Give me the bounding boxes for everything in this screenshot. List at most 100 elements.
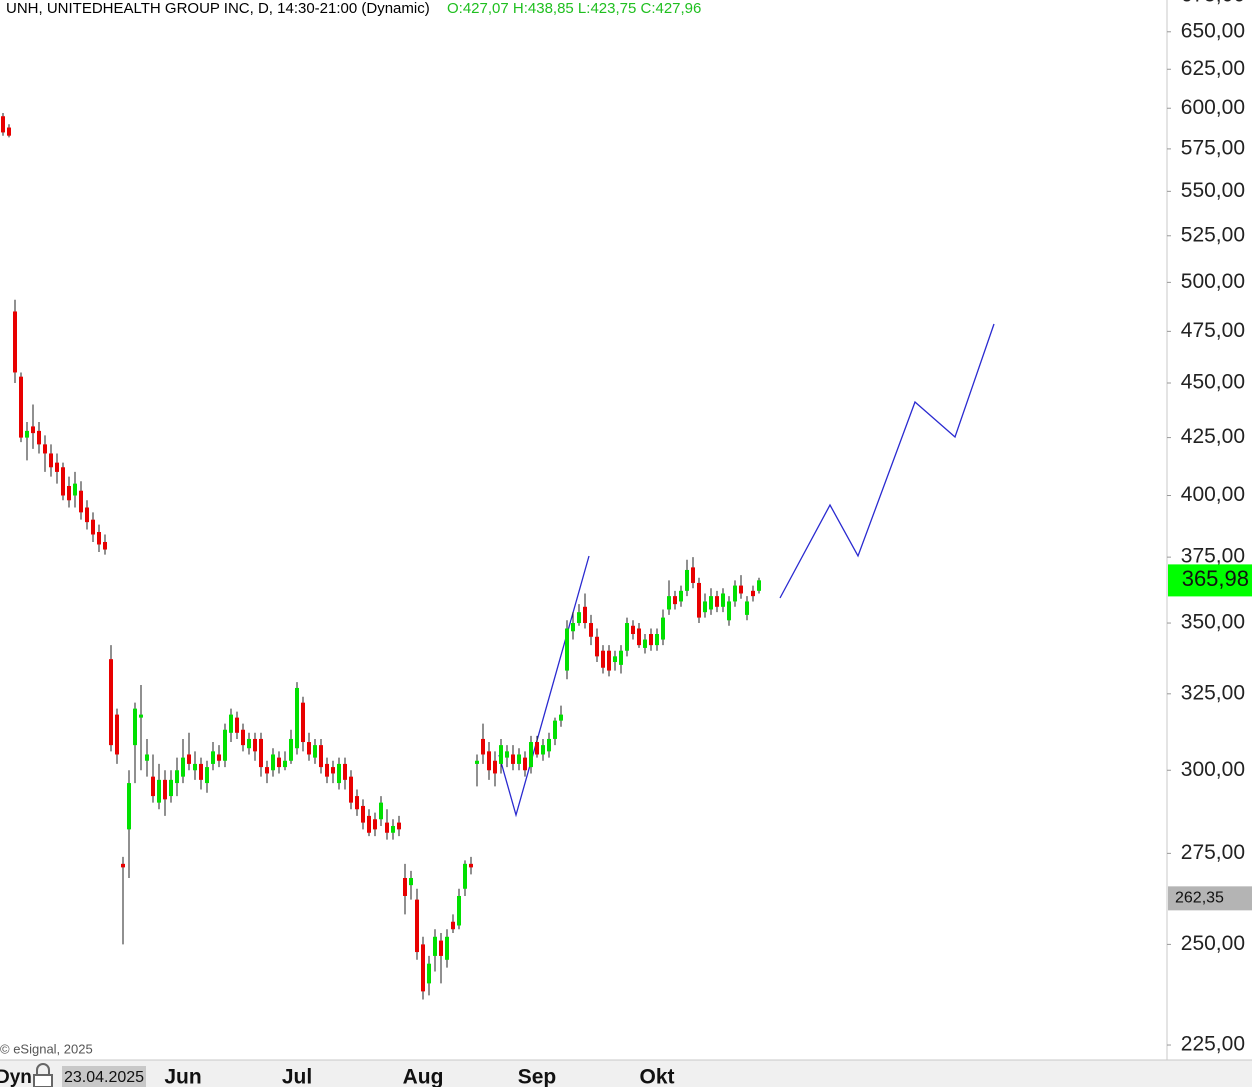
- candle-body: [613, 656, 617, 663]
- candle-body: [709, 596, 713, 610]
- candle-body: [67, 485, 71, 501]
- candle-body: [475, 760, 479, 764]
- candle-body: [103, 541, 107, 550]
- candle-body: [403, 877, 407, 896]
- candle-body: [283, 760, 287, 768]
- candle-body: [409, 877, 413, 886]
- candle-body: [499, 745, 503, 764]
- candle-body: [559, 714, 563, 721]
- candle-body: [109, 659, 113, 746]
- y-tick-label: 350,00: [1181, 611, 1245, 634]
- copyright: © eSignal, 2025: [0, 1041, 93, 1056]
- candle-body: [31, 426, 35, 434]
- candle-body: [1, 116, 5, 133]
- y-tick-label: 250,00: [1181, 932, 1245, 955]
- candle-body: [679, 590, 683, 602]
- candle-body: [439, 940, 443, 956]
- lock-icon[interactable]: [33, 1063, 53, 1087]
- candle-body: [655, 634, 659, 646]
- candle-body: [505, 751, 509, 758]
- candle-body: [79, 490, 83, 513]
- date-label: 23.04.2025: [64, 1069, 144, 1086]
- candle-body: [307, 742, 311, 755]
- candle-body: [91, 519, 95, 535]
- candle-body: [493, 760, 497, 774]
- ohlc-readout: O:427,07 H:438,85 L:423,75 C:427,96: [447, 0, 701, 17]
- candle-body: [751, 590, 755, 597]
- candle-body: [37, 430, 41, 445]
- candle-body: [25, 430, 29, 438]
- candle-body: [721, 593, 725, 607]
- candle-body: [625, 623, 629, 651]
- candle-body: [181, 757, 185, 777]
- time-axis-bar: [0, 1060, 1252, 1087]
- candle-body: [745, 601, 749, 615]
- candle-body: [667, 596, 671, 610]
- drawn-trendline[interactable]: [498, 555, 590, 818]
- x-tick-label: Jul: [282, 1066, 312, 1087]
- candle-body: [637, 628, 641, 646]
- y-tick-label: 500,00: [1181, 270, 1245, 293]
- candle-body: [55, 462, 59, 472]
- candle-body: [169, 779, 173, 797]
- candle-body: [595, 636, 599, 657]
- y-tick-label: 325,00: [1181, 681, 1245, 704]
- candle-body: [451, 921, 455, 930]
- candle-body: [577, 612, 581, 624]
- date-box[interactable]: [62, 1066, 146, 1087]
- candle-body: [661, 617, 665, 640]
- candle-body: [319, 745, 323, 768]
- candle-body: [241, 729, 245, 746]
- candle-body: [133, 708, 137, 746]
- y-tick-label: 450,00: [1181, 371, 1245, 394]
- candle-body: [121, 863, 125, 868]
- x-tick-label: Sep: [518, 1066, 557, 1087]
- candle-body: [541, 745, 545, 755]
- y-tick-label: 225,00: [1181, 1033, 1245, 1056]
- candle-body: [19, 376, 23, 438]
- candle-body: [565, 628, 569, 671]
- candle-body: [223, 729, 227, 761]
- y-tick-label: 525,00: [1181, 223, 1245, 246]
- candle-body: [163, 779, 167, 800]
- y-tick-label: 575,00: [1181, 136, 1245, 159]
- candle-body: [733, 585, 737, 602]
- candle-body: [673, 596, 677, 605]
- drawn-projection[interactable]: [779, 323, 995, 599]
- candle-body: [49, 453, 53, 468]
- candle-body: [415, 899, 419, 953]
- candle-body: [433, 936, 437, 956]
- candle-body: [85, 507, 89, 523]
- y-tick-label: 275,00: [1181, 841, 1245, 864]
- candle-body: [139, 714, 143, 718]
- candle-body: [511, 754, 515, 764]
- candle-body: [73, 483, 77, 496]
- candle-body: [703, 601, 707, 613]
- candle-body: [247, 738, 251, 749]
- candle-body: [445, 936, 449, 960]
- candle-body: [235, 717, 239, 733]
- mode-label[interactable]: Dyn: [0, 1067, 32, 1087]
- candle-body: [13, 311, 17, 373]
- candle-body: [301, 702, 305, 743]
- y-tick-label: 675,00: [1181, 0, 1245, 6]
- y-tick-label: 400,00: [1181, 483, 1245, 506]
- y-tick-label: 600,00: [1181, 96, 1245, 119]
- x-tick-label: Okt: [639, 1066, 674, 1087]
- candle-body: [397, 822, 401, 830]
- candle-body: [643, 639, 647, 648]
- candle-body: [127, 783, 131, 830]
- x-tick-label: Aug: [403, 1066, 444, 1087]
- candle-body: [349, 776, 353, 803]
- candle-body: [385, 822, 389, 833]
- candle-body: [157, 779, 161, 803]
- candle-body: [367, 815, 371, 833]
- candle-body: [97, 532, 101, 545]
- candle-body: [553, 720, 557, 739]
- candle-body: [61, 467, 65, 496]
- price-tag: [1168, 564, 1252, 597]
- candle-body: [229, 714, 233, 733]
- candle-body: [277, 757, 281, 768]
- candle-body: [217, 754, 221, 761]
